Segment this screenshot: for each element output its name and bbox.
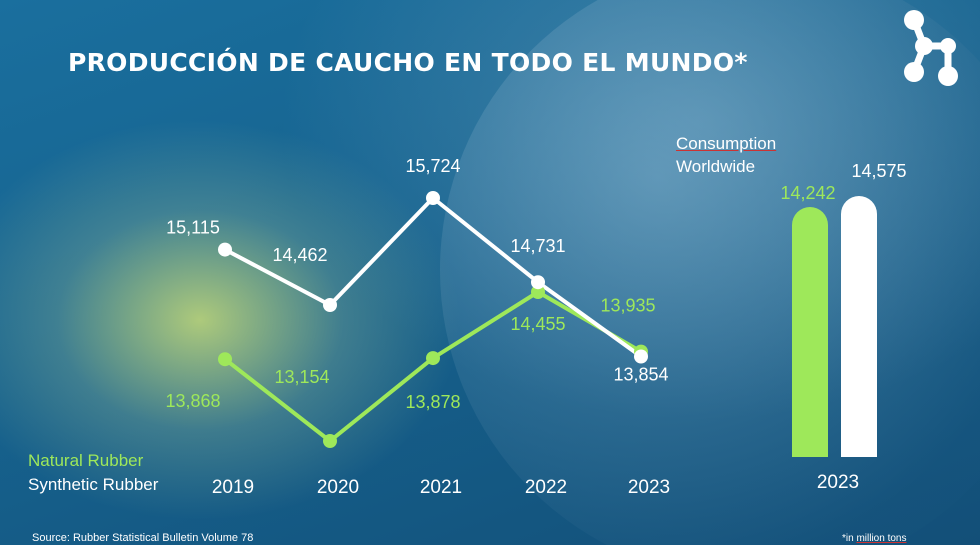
- data-label-natural-2022: 14,455: [510, 314, 565, 334]
- unit-footnote: *in million tons: [842, 533, 906, 544]
- data-label-synthetic-2021: 15,724: [405, 156, 460, 176]
- consumption-heading: Consumption: [676, 134, 777, 153]
- data-label-synthetic-2019: 15,115: [166, 218, 220, 238]
- legend-natural-rubber: Natural Rubber: [28, 451, 144, 470]
- unit-footnote-unit: million tons: [856, 533, 907, 544]
- bar-synthetic-2023: [841, 196, 877, 457]
- legend-synthetic-rubber: Synthetic Rubber: [28, 475, 159, 494]
- data-label-synthetic-2023: 13,854: [613, 365, 668, 385]
- share-network-icon[interactable]: [900, 6, 964, 95]
- data-point-natural-2022: [531, 285, 545, 299]
- bar-x-tick-label-2023: 2023: [817, 472, 859, 493]
- data-label-natural-2021: 13,878: [405, 392, 460, 412]
- series-line-synthetic: [224, 196, 643, 359]
- x-tick-label-2019: 2019: [212, 477, 254, 498]
- data-point-synthetic-2021: [426, 191, 440, 205]
- x-tick-label-2020: 2020: [317, 477, 359, 498]
- data-point-synthetic-2020: [323, 298, 337, 312]
- data-point-synthetic-2019: [218, 242, 232, 257]
- bar-label-synthetic-2023: 14,575: [851, 161, 906, 181]
- data-point-natural-2020: [323, 434, 337, 448]
- unit-footnote-prefix: *in: [842, 533, 857, 544]
- data-label-synthetic-2020: 14,462: [272, 245, 327, 265]
- bar-label-natural-2023: 14,242: [780, 183, 835, 203]
- production-chart: 13,868 13,154 13,878 14,455 13,935 15,115 14,4…: [165, 156, 906, 498]
- x-tick-label-2021: 2021: [420, 477, 462, 498]
- x-tick-label-2023: 2023: [628, 477, 670, 498]
- bar-natural-2023: [792, 207, 828, 457]
- data-point-synthetic-2022: [531, 275, 545, 290]
- data-label-natural-2019: 13,868: [165, 391, 220, 411]
- source-note: Source: Rubber Statistical Bulletin Volu…: [32, 532, 254, 544]
- consumption-subheading: Worldwide: [676, 157, 756, 176]
- data-label-natural-2020: 13,154: [274, 367, 329, 387]
- chart-background: PRODUCCIÓN DE CAUCHO EN TODO EL MUNDO* 1…: [0, 0, 980, 545]
- data-point-natural-2019: [218, 352, 232, 367]
- data-label-natural-2023: 13,935: [600, 296, 655, 316]
- chart-title: PRODUCCIÓN DE CAUCHO EN TODO EL MUNDO*: [68, 48, 748, 77]
- data-point-natural-2021: [426, 351, 440, 366]
- data-point-synthetic-2023: [634, 349, 648, 364]
- data-label-synthetic-2022: 14,731: [510, 236, 565, 256]
- x-tick-label-2022: 2022: [525, 477, 567, 498]
- background-glow: [440, 0, 980, 545]
